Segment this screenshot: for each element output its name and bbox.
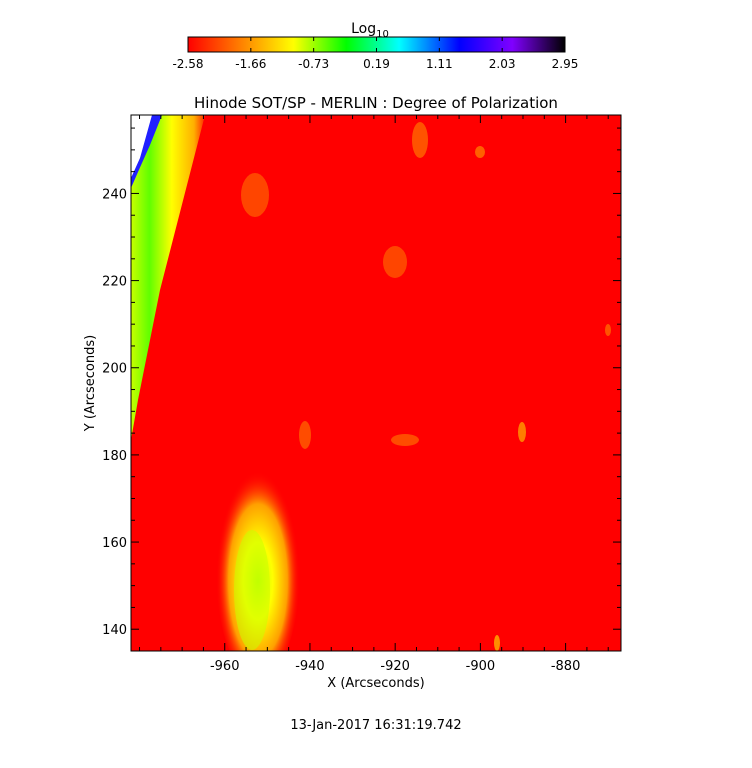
- y-tick-label: 180: [102, 449, 127, 464]
- x-axis: -960 -940 -920 -900 -880: [139, 115, 609, 674]
- x-tick-label: -900: [466, 659, 496, 674]
- feature-spot: [494, 635, 500, 651]
- bright-plume-core: [234, 530, 270, 650]
- colorbar-tick-label: 1.11: [426, 57, 453, 71]
- feature-spot: [605, 324, 611, 336]
- y-axis: 140 160 180 200 220 240: [102, 127, 621, 652]
- colorbar-ticks: -2.58 -1.66 -0.73 0.19 1.11 2.03 2.95: [172, 37, 578, 71]
- colorbar-tick-label: 2.03: [489, 57, 516, 71]
- y-tick-label: 160: [102, 536, 127, 551]
- y-tick-label: 200: [102, 362, 127, 377]
- feature-spot: [518, 422, 526, 442]
- chart-title: Hinode SOT/SP - MERLIN : Degree of Polar…: [194, 94, 558, 112]
- y-tick-label: 220: [102, 275, 127, 290]
- y-tick-label: 140: [102, 623, 127, 638]
- colorbar-tick-label: 0.19: [363, 57, 390, 71]
- feature-spot: [299, 421, 311, 449]
- feature-spot: [241, 173, 269, 217]
- colorbar-tick-label: 2.95: [552, 57, 579, 71]
- saturated-corner-edge: [131, 115, 162, 188]
- limb-band: [131, 115, 205, 440]
- feature-spot: [383, 246, 407, 278]
- heatmap: [131, 115, 621, 651]
- y-tick-label: 240: [102, 187, 127, 202]
- x-tick-label: -940: [295, 659, 325, 674]
- colorbar-tick-label: -1.66: [235, 57, 266, 71]
- x-tick-label: -920: [380, 659, 410, 674]
- x-tick-label: -880: [551, 659, 581, 674]
- feature-spot: [475, 146, 485, 158]
- colorbar-title: Log10: [351, 21, 389, 40]
- colorbar-tick-label: -0.73: [298, 57, 329, 71]
- x-axis-label: X (Arcseconds): [327, 676, 424, 691]
- feature-spot: [412, 122, 428, 158]
- plot-frame: [130, 114, 622, 652]
- feature-spot: [391, 434, 419, 446]
- heatmap-background: [131, 115, 621, 651]
- y-axis-label: Y (Arcseconds): [83, 335, 98, 432]
- timestamp: 13-Jan-2017 16:31:19.742: [290, 718, 461, 733]
- x-tick-label: -960: [210, 659, 240, 674]
- colorbar-tick-label: -2.58: [172, 57, 203, 71]
